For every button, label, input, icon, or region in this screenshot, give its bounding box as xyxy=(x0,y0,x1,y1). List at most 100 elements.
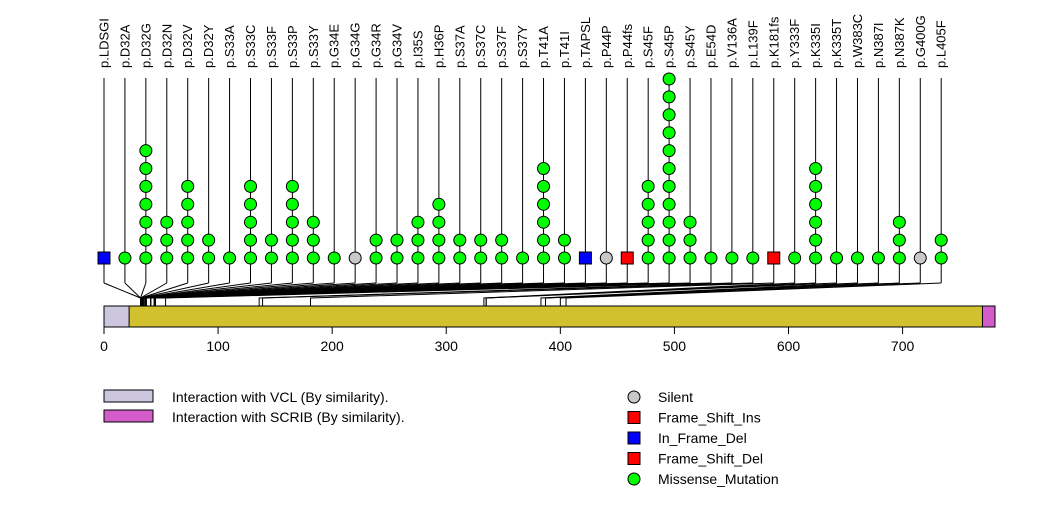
marker-circle xyxy=(662,215,676,229)
marker-circle xyxy=(160,251,174,265)
mutation-label: p.V136A xyxy=(724,18,739,68)
marker-circle xyxy=(662,90,676,104)
marker-circle xyxy=(411,251,425,265)
mutation-label: p.S33P xyxy=(285,25,300,68)
marker-circle xyxy=(557,233,571,247)
marker-circle xyxy=(662,72,676,86)
mutation-label: p.N387K xyxy=(892,17,907,68)
x-tick-label: 700 xyxy=(891,338,915,354)
mutation-label: p.H36P xyxy=(431,25,446,68)
marker-circle xyxy=(850,251,864,265)
mutation-label: p.W383C xyxy=(850,14,865,68)
mutation-label: p.S37F xyxy=(494,26,509,68)
x-tick-label: 300 xyxy=(435,338,459,354)
marker-circle xyxy=(181,251,195,265)
marker-circle xyxy=(704,251,718,265)
marker-square xyxy=(620,251,634,265)
marker-circle xyxy=(683,251,697,265)
type-legend-circle-icon xyxy=(627,390,641,404)
type-legend-label: Frame_Shift_Del xyxy=(658,451,763,467)
marker-square xyxy=(767,251,781,265)
marker-circle xyxy=(641,251,655,265)
mutation-label: p.S33F xyxy=(264,26,279,68)
marker-circle xyxy=(788,251,802,265)
marker-circle xyxy=(537,162,551,175)
marker-circle xyxy=(244,233,258,247)
marker-circle xyxy=(181,197,195,211)
mutation-label: p.K181fs xyxy=(766,16,781,68)
marker-circle xyxy=(327,251,341,265)
marker-circle xyxy=(432,215,446,229)
marker-circle xyxy=(306,251,320,265)
mutation-label: p.T41I xyxy=(557,31,572,68)
marker-circle xyxy=(725,251,739,265)
mutation-label: p.S37Y xyxy=(515,25,530,68)
marker-circle xyxy=(285,215,299,229)
mutation-label: p.L405F xyxy=(934,20,949,68)
x-tick-label: 100 xyxy=(206,338,230,354)
marker-circle xyxy=(453,251,467,265)
x-tick-label: 200 xyxy=(320,338,344,354)
marker-circle xyxy=(641,233,655,247)
marker-circle xyxy=(892,233,906,247)
type-legend-label: Missense_Mutation xyxy=(658,471,779,487)
marker-circle xyxy=(892,251,906,265)
marker-circle xyxy=(411,233,425,247)
marker-circle xyxy=(662,108,676,122)
marker-circle xyxy=(223,251,237,265)
marker-circle xyxy=(662,162,676,175)
marker-circle xyxy=(244,215,258,229)
domain-1 xyxy=(981,305,996,328)
mutation-label: p.Y333F xyxy=(787,19,802,68)
marker-circle xyxy=(809,233,823,247)
marker-circle xyxy=(411,215,425,229)
marker-circle xyxy=(306,233,320,247)
marker-circle xyxy=(139,233,153,247)
mutation-label: p.TAPSL xyxy=(578,17,593,68)
marker-circle xyxy=(537,215,551,229)
marker-circle xyxy=(285,179,299,193)
marker-circle xyxy=(641,197,655,211)
type-legend-label: Silent xyxy=(658,389,693,405)
domain-legend-swatch xyxy=(103,389,154,403)
marker-circle xyxy=(662,144,676,158)
marker-circle xyxy=(830,251,844,265)
type-legend-square-icon xyxy=(627,452,641,465)
protein-track xyxy=(103,305,996,328)
domain-legend-label: Interaction with VCL (By similarity). xyxy=(172,389,389,405)
marker-circle xyxy=(369,251,383,265)
mutation-label: p.K335T xyxy=(829,19,844,68)
marker-circle xyxy=(181,215,195,229)
x-tick-label: 0 xyxy=(100,338,108,354)
marker-circle xyxy=(139,197,153,211)
marker-circle xyxy=(474,233,488,247)
marker-circle xyxy=(934,233,948,247)
mutation-label: p.D32V xyxy=(180,24,195,68)
marker-circle xyxy=(809,162,823,175)
marker-circle xyxy=(537,197,551,211)
mutation-label: p.S45F xyxy=(641,26,656,68)
marker-circle xyxy=(285,197,299,211)
marker-circle xyxy=(809,179,823,193)
marker-circle xyxy=(369,233,383,247)
marker-circle xyxy=(495,233,509,247)
marker-circle xyxy=(181,179,195,193)
marker-circle xyxy=(264,251,278,265)
mutation-label: p.D32Y xyxy=(201,24,216,68)
domain-legend-label: Interaction with SCRIB (By similarity). xyxy=(172,409,405,425)
marker-circle xyxy=(453,233,467,247)
mutation-label: p.L139F xyxy=(745,20,760,68)
marker-circle xyxy=(139,215,153,229)
mutation-label: p.S37C xyxy=(473,25,488,68)
marker-circle xyxy=(390,251,404,265)
x-tick-label: 500 xyxy=(663,338,687,354)
marker-circle xyxy=(139,179,153,193)
domain-legend: Interaction with VCL (By similarity). Int… xyxy=(103,389,405,425)
marker-circle xyxy=(516,251,530,265)
marker-circle xyxy=(118,251,132,265)
marker-circle xyxy=(809,215,823,229)
mutation-type-legend: Silent Frame_Shift_Ins In_Frame_Del Frame_S… xyxy=(627,389,779,487)
marker-circle xyxy=(495,251,509,265)
marker-circle xyxy=(557,251,571,265)
